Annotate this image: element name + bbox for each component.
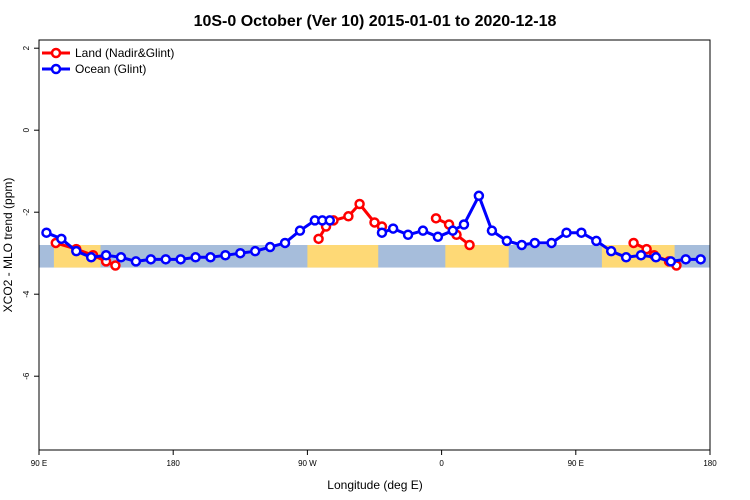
series-1-point (561, 227, 572, 238)
series-1-point (41, 227, 52, 238)
series-1-point (175, 254, 186, 265)
series-1-point (220, 250, 231, 261)
series-1-point (576, 227, 587, 238)
y-tick-label: 2 (22, 45, 31, 50)
series-1-point (529, 237, 541, 249)
series-1-point (695, 254, 706, 265)
x-tick-label: 180 (167, 459, 181, 468)
y-tick-label: -2 (22, 208, 31, 216)
series-1-point (486, 225, 498, 236)
x-tick-label: 0 (439, 459, 444, 468)
series-1-point (249, 245, 261, 257)
series-1-point (235, 247, 246, 259)
series-0-point (430, 213, 442, 224)
land-band-1 (307, 245, 379, 268)
series-1-point (432, 231, 444, 243)
series-1-point (665, 256, 677, 267)
legend: Land (Nadir&Glint) Ocean (Glint) (42, 46, 174, 76)
series-1-point (324, 215, 336, 226)
series-1-point (145, 254, 157, 265)
y-axis: 2 0 -2 -4 -6 (22, 45, 39, 380)
y-axis-label: XCO2 - MLO trend (ppm) (1, 178, 15, 313)
x-tick-label: 90 W (298, 459, 317, 468)
legend-item-1: Ocean (Glint) (42, 62, 146, 76)
x-tick-label: 90 E (31, 459, 47, 468)
series-1-point (620, 252, 632, 263)
series-1-point (458, 219, 470, 230)
series-1-point (473, 190, 485, 202)
series-0-point (464, 239, 475, 251)
chart-title: 10S-0 October (Ver 10) 2015-01-01 to 202… (194, 13, 557, 30)
legend-swatch-marker (50, 47, 62, 59)
series-layer (41, 190, 706, 271)
series-1-point (650, 252, 662, 263)
series-1-point (85, 252, 97, 263)
series-1-point (56, 233, 67, 245)
x-axis-label: Longitude (deg E) (327, 478, 422, 492)
series-1-point (447, 225, 459, 236)
series-0-point (628, 237, 639, 249)
series-1-point (130, 256, 142, 267)
series-0-point (110, 260, 121, 271)
series-1-point (417, 225, 429, 236)
legend-swatch-marker (50, 63, 62, 75)
series-1-point (100, 250, 112, 261)
series-1-point (501, 235, 513, 247)
series-0-point (343, 211, 354, 222)
legend-label: Ocean (Glint) (75, 62, 146, 76)
series-0-point (313, 233, 324, 245)
series-1-point (190, 252, 201, 263)
series-0-point (354, 198, 365, 210)
y-tick-label: -4 (22, 290, 31, 298)
series-1-point (160, 254, 171, 265)
x-tick-label: 180 (703, 459, 717, 468)
series-0-point (369, 217, 380, 228)
series-1-point (294, 225, 306, 236)
background-band (39, 245, 710, 268)
land-band-2 (445, 245, 509, 268)
y-tick-label: -6 (22, 372, 31, 380)
x-axis: 90 E 180 90 W 0 90 E 180 (31, 450, 717, 468)
series-1-point (115, 252, 127, 263)
series-1-point (387, 223, 399, 234)
series-1-point (516, 239, 527, 251)
series-1-point (635, 250, 647, 261)
series-1-point (376, 227, 388, 238)
series-1-point (71, 245, 82, 257)
series-1-point (680, 254, 692, 265)
series-1-point (279, 237, 291, 249)
series-1-point (205, 252, 216, 263)
series-0-point (641, 243, 652, 255)
series-1-point (402, 229, 414, 240)
series-1-point (264, 241, 276, 253)
x-tick-label: 90 E (568, 459, 584, 468)
legend-item-0: Land (Nadir&Glint) (42, 46, 174, 60)
plot-frame (38, 39, 711, 451)
legend-label: Land (Nadir&Glint) (75, 46, 174, 60)
series-1-point (546, 237, 557, 249)
series-1-point (605, 245, 617, 257)
y-tick-label: 0 (22, 127, 31, 132)
series-1-point (591, 235, 602, 247)
